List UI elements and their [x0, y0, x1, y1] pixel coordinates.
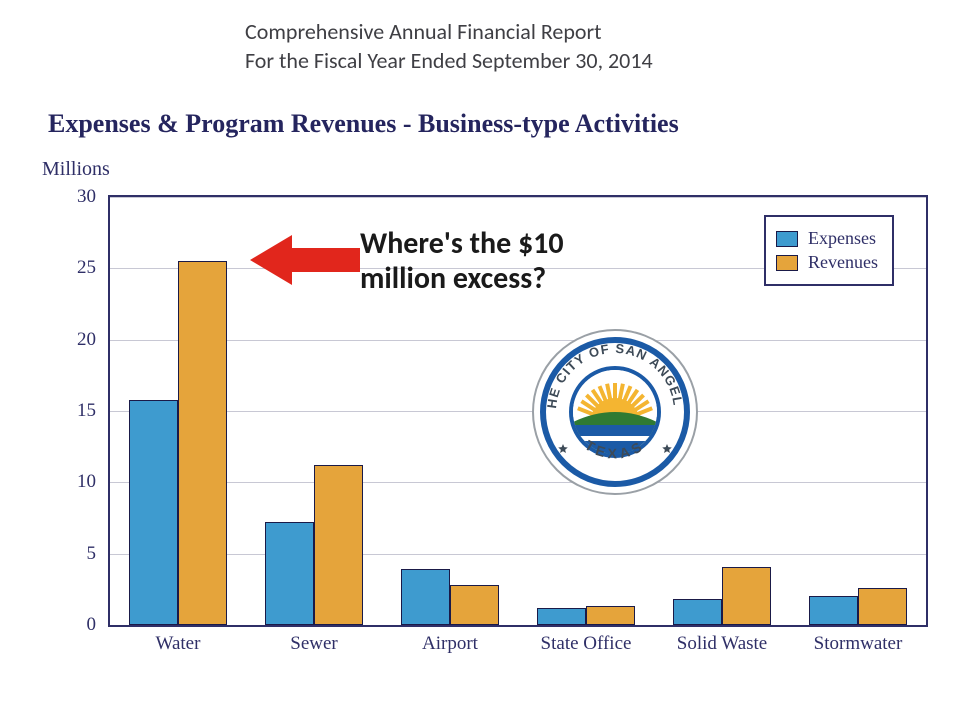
header-block: Comprehensive Annual Financial Report Fo… [245, 18, 653, 75]
x-tick-stormwater: Stormwater [814, 633, 903, 655]
bar-revenues-solid-waste [722, 567, 771, 625]
gridline [110, 411, 926, 412]
bar-revenues-sewer [314, 465, 363, 625]
legend-item-revenues: Revenues [776, 252, 878, 273]
x-tick-water: Water [156, 633, 201, 655]
header-line-1: Comprehensive Annual Financial Report [245, 18, 653, 47]
gridline [110, 482, 926, 483]
annotation-line-1: Where's the $10 [360, 227, 564, 262]
x-tick-sewer: Sewer [290, 633, 337, 655]
y-tick: 10 [46, 471, 96, 493]
legend-item-expenses: Expenses [776, 228, 878, 249]
gridline [110, 340, 926, 341]
bar-expenses-airport [401, 569, 450, 625]
arrow-icon [250, 233, 360, 287]
bar-expenses-sewer [265, 522, 314, 625]
city-seal-icon: • THE CITY OF SAN ANGELO • TEXAS [530, 327, 700, 497]
bar-revenues-state-office [586, 606, 635, 625]
x-tick-state-office: State Office [541, 633, 632, 655]
annotation-line-2: million excess? [360, 262, 564, 297]
legend-label: Expenses [808, 228, 876, 249]
bar-expenses-solid-waste [673, 599, 722, 625]
annotation-text: Where's the $10 million excess? [360, 227, 564, 296]
bar-revenues-stormwater [858, 588, 907, 625]
y-axis-label: Millions [42, 158, 110, 181]
bar-expenses-state-office [537, 608, 586, 625]
y-tick: 30 [46, 186, 96, 208]
page: Comprehensive Annual Financial Report Fo… [0, 0, 960, 720]
chart-title: Expenses & Program Revenues - Business-t… [48, 109, 679, 139]
x-tick-solid-waste: Solid Waste [677, 633, 767, 655]
y-tick: 5 [46, 543, 96, 565]
bar-revenues-airport [450, 585, 499, 625]
legend: Expenses Revenues [764, 215, 894, 286]
y-tick: 20 [46, 329, 96, 351]
bar-expenses-water [129, 400, 178, 625]
header-line-2: For the Fiscal Year Ended September 30, … [245, 47, 653, 76]
bar-expenses-stormwater [809, 596, 858, 625]
x-tick-airport: Airport [422, 633, 478, 655]
gridline [110, 197, 926, 198]
gridline [110, 554, 926, 555]
y-tick: 15 [46, 400, 96, 422]
y-tick: 25 [46, 257, 96, 279]
bar-revenues-water [178, 261, 227, 625]
y-tick: 0 [46, 614, 96, 636]
plot-area: Expenses Revenues Where's the $10 million… [108, 195, 928, 627]
legend-swatch [776, 231, 798, 247]
legend-label: Revenues [808, 252, 878, 273]
legend-swatch [776, 255, 798, 271]
